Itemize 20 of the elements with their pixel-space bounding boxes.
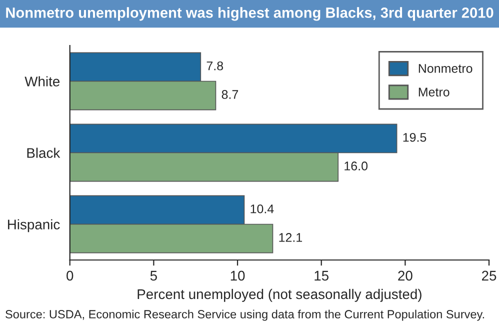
legend-label: Nonmetro (418, 64, 472, 73)
source-note: Source: USDA, Economic Research Service using data from the Current Population Survey. (6, 310, 484, 321)
text: 12.1 (279, 233, 302, 242)
text: 16.0 (344, 162, 368, 170)
legend-label: Metro (418, 88, 450, 96)
text: 10.4 (250, 204, 274, 214)
x-tick-label: 10 (230, 270, 245, 281)
text: 19.5 (403, 132, 426, 142)
x-tick-label: 25 (482, 270, 496, 281)
y-tick-label: White (24, 76, 60, 86)
chart-title: Nonmetro unemployment was highest among Blacks, 3rd quarter 2010 (6, 7, 494, 21)
text: 8.7 (222, 90, 238, 99)
x-tick-label: 15 (314, 270, 328, 281)
y-tick-label: Black (27, 148, 60, 158)
x-tick-label: 5 (150, 270, 157, 281)
x-axis-title: Percent unemployed (not seasonally adjusted) (138, 288, 422, 302)
x-tick-label: 0 (66, 270, 74, 281)
y-tick-label: Hispanic (8, 219, 60, 232)
x-tick-label: 20 (398, 270, 412, 281)
text: 7.8 (206, 61, 224, 70)
